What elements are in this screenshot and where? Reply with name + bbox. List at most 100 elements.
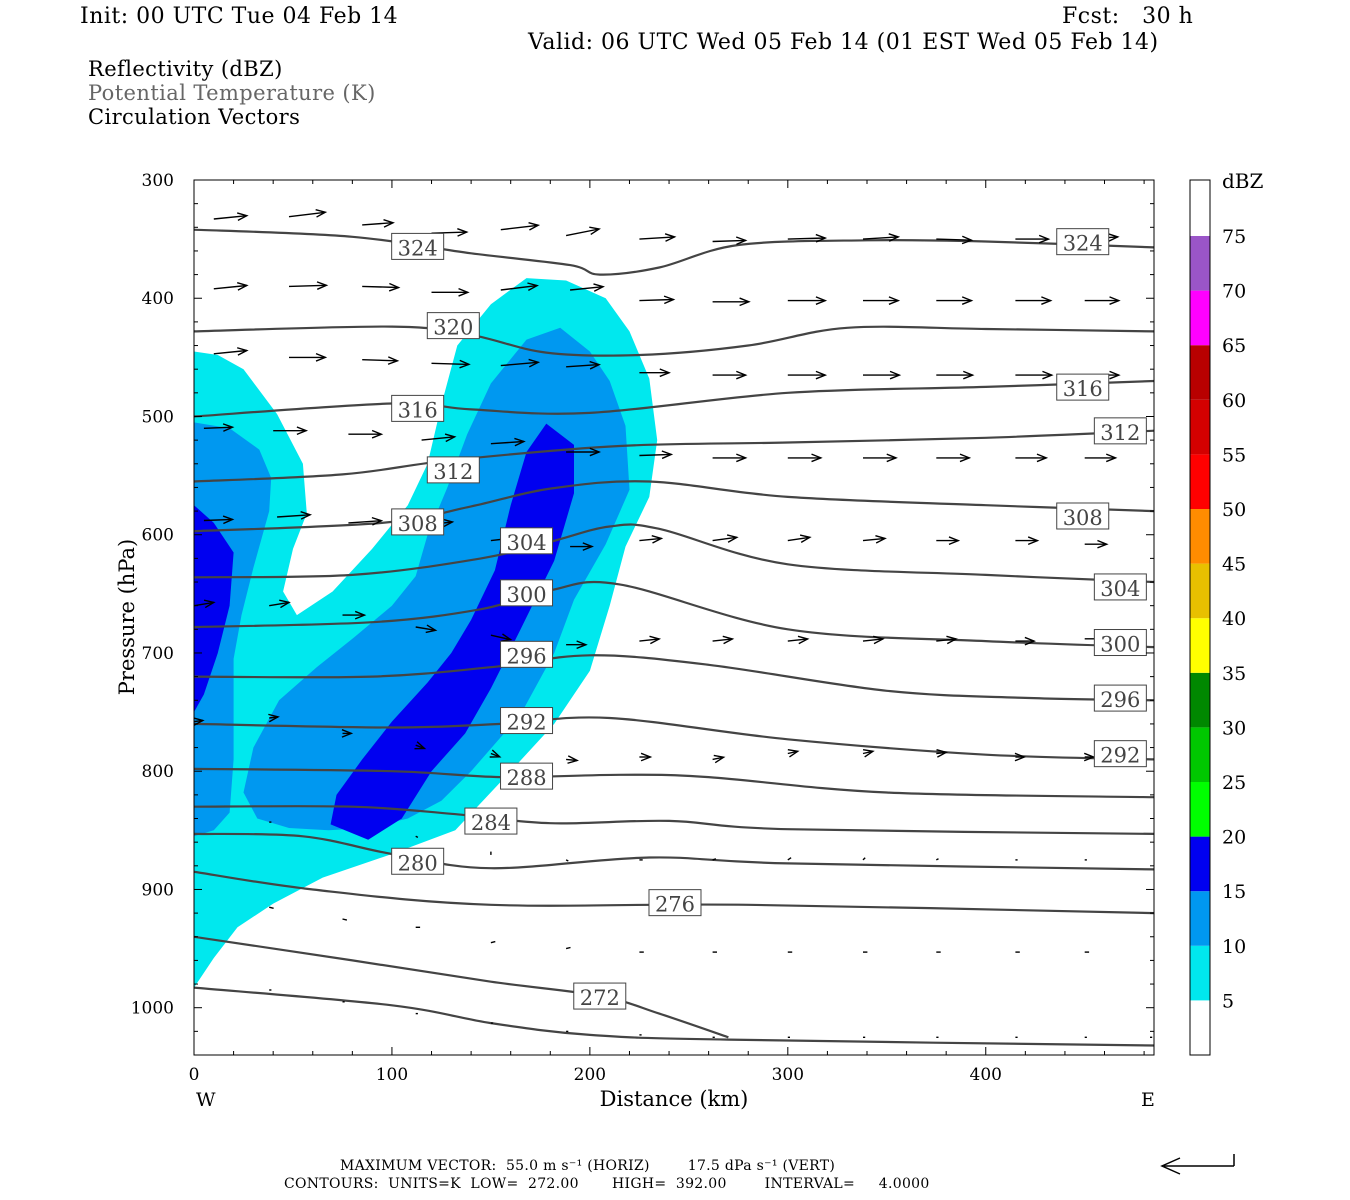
isotherm-label-312: 312 [1100, 421, 1140, 445]
vector-arrow [362, 356, 400, 365]
vector-arrow [421, 433, 457, 443]
isotherm-line-324-0 [194, 228, 1154, 276]
field-label-vectors: Circulation Vectors [88, 105, 301, 129]
vector-arrow [1084, 453, 1118, 463]
colorbar-tick-label: 55 [1222, 444, 1246, 466]
colorbar-tick-label: 20 [1222, 827, 1246, 849]
vector-arrow [348, 516, 384, 526]
field-label-reflectivity: Reflectivity (dBZ) [88, 57, 283, 81]
isotherm-label-316: 316 [1063, 377, 1103, 401]
vector-arrow [414, 741, 427, 750]
x-tick-label: 300 [772, 1065, 804, 1085]
vector-arrow [1084, 296, 1121, 305]
vector-arrow [289, 353, 328, 362]
isotherm-label-316: 316 [398, 398, 438, 422]
vector-arrow [362, 282, 401, 292]
isotherm-line-312-5 [194, 429, 1154, 483]
vector-arrow [415, 835, 419, 839]
isotherm-label-box [648, 889, 702, 917]
x-tick-label: 400 [970, 1065, 1002, 1085]
vector-arrow [936, 536, 961, 546]
colorbar-segment-55 [1190, 399, 1210, 455]
vector-arrow [213, 282, 249, 291]
vector-arrow [712, 635, 735, 645]
colorbar-tick-label: 5 [1222, 990, 1234, 1012]
isotherm-label-280: 280 [398, 851, 438, 875]
y-tick-label: 600 [142, 526, 174, 546]
vector-arrow [431, 287, 470, 297]
vector-arrow [639, 295, 676, 305]
vector-arrow [1015, 453, 1049, 463]
isotherm-label-box [391, 508, 445, 536]
vector-arrow [565, 946, 571, 950]
vector-arrow [1014, 752, 1027, 762]
isotherm-label-320: 320 [433, 316, 473, 340]
isotherm-line-308-7 [194, 480, 1154, 533]
vector-arrow [288, 209, 328, 218]
colorbar-tick-label: 25 [1222, 772, 1246, 794]
vector-arrow [936, 635, 958, 645]
vector-arrow [342, 918, 348, 921]
isotherm-line-320-2 [194, 325, 1154, 357]
colorbar-tick-label: 30 [1222, 717, 1246, 739]
vector-arrow [862, 233, 901, 242]
vector-arrow [277, 511, 313, 520]
x-tick-label: 200 [574, 1065, 606, 1085]
vector-arrow [203, 423, 235, 432]
vector-arrow [570, 542, 594, 551]
colorbar-segment-65 [1190, 290, 1210, 346]
colorbar-segment-10 [1190, 891, 1210, 946]
colorbar-title: dBZ [1222, 169, 1264, 193]
vector-arrow [570, 283, 605, 292]
isotherm-label-312: 312 [433, 460, 473, 484]
vector-layer [194, 209, 1153, 1039]
x-axis-title: Distance (km) [600, 1087, 749, 1111]
vector-arrow [1015, 296, 1053, 305]
vector-arrow [787, 534, 812, 543]
vector-arrow [936, 453, 972, 463]
colorbar-segment-70 [1190, 236, 1210, 291]
vector-arrow [639, 635, 662, 645]
vector-arrow [712, 858, 717, 861]
east-label: E [1141, 1089, 1155, 1111]
isotherm-label-324: 324 [1063, 232, 1103, 256]
colorbar-segment-below-5 [1190, 1000, 1210, 1055]
isotherm-label-304: 304 [506, 531, 546, 555]
colorbar-tick-label: 70 [1222, 281, 1246, 303]
isotherm-label-box [464, 807, 518, 835]
colorbar-segment-5 [1190, 945, 1210, 1001]
reflectivity-fill-layer [194, 278, 658, 988]
vector-arrow [787, 296, 828, 305]
plot-frame [193, 179, 1155, 1056]
isotherm-label-304: 304 [1100, 577, 1140, 601]
isotherm-label-box [391, 232, 445, 260]
valid-time-label: Valid: 06 UTC Wed 05 Feb 14 (01 EST Wed … [528, 30, 1159, 55]
isotherm-label-300: 300 [1100, 633, 1140, 657]
colorbar-tick-label: 35 [1222, 663, 1246, 685]
colorbar-segment-35 [1190, 618, 1210, 673]
reflectivity-region-15-dbz-3 [194, 505, 234, 713]
vector-arrow [288, 281, 329, 290]
vector-arrow [712, 236, 748, 246]
isotherm-label-272: 272 [580, 986, 620, 1010]
isotherm-label-box [391, 847, 445, 875]
vector-arrow [1083, 752, 1096, 762]
isotherm-line-304-9 [194, 523, 1154, 584]
vector-arrow [639, 233, 677, 242]
isotherm-label-box [1093, 417, 1147, 445]
vector-arrow [500, 358, 541, 368]
vector-arrow [566, 755, 580, 764]
reference-arrow-icon [1160, 1154, 1235, 1175]
isotherm-label-box [426, 456, 480, 484]
colorbar-frame [1189, 179, 1211, 1056]
vector-arrow [936, 749, 949, 758]
isotherm-label-box [500, 527, 554, 555]
vector-arrow [639, 752, 653, 762]
y-tick-label: 1000 [131, 999, 174, 1019]
isotherm-label-box [500, 640, 554, 668]
vector-arrow [1015, 536, 1040, 546]
vector-arrow [489, 749, 502, 758]
field-label-theta: Potential Temperature (K) [88, 81, 376, 105]
vector-arrow [787, 453, 823, 463]
